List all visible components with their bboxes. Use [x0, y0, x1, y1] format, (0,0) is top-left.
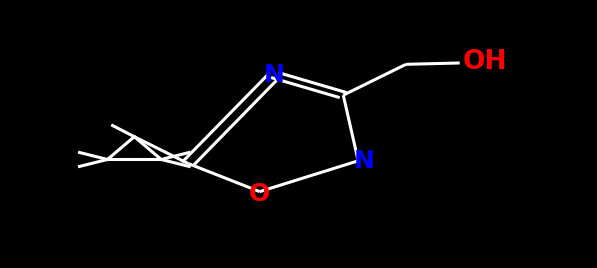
Text: OH: OH — [463, 49, 507, 75]
Text: N: N — [354, 149, 374, 173]
Text: N: N — [264, 63, 285, 87]
Text: O: O — [249, 182, 270, 206]
